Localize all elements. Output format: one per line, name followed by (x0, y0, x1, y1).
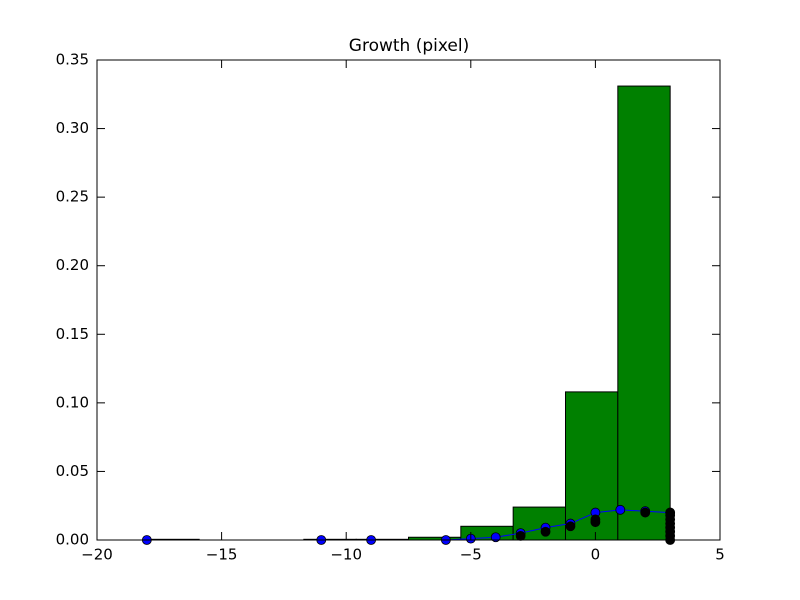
x-tick-label: 5 (715, 546, 725, 564)
y-tick-label: 0.25 (56, 188, 89, 206)
y-tick-label: 0.15 (56, 325, 89, 343)
point (665, 507, 676, 518)
chart-title: Growth (pixel) (349, 36, 469, 56)
x-tick-label: −10 (330, 546, 362, 564)
y-tick-label: 0.00 (56, 531, 89, 549)
y-tick-label: 0.35 (56, 51, 89, 69)
bar (617, 85, 671, 541)
plot-frame (96, 59, 721, 541)
y-tick-label: 0.20 (56, 256, 89, 274)
y-tick-label: 0.05 (56, 462, 89, 480)
point (565, 521, 576, 532)
x-tick-label: −15 (206, 546, 238, 564)
x-tick-label: 0 (591, 546, 601, 564)
x-tick-label: −20 (81, 546, 113, 564)
point (590, 514, 601, 525)
point (640, 507, 651, 518)
x-tick-label: −5 (460, 546, 482, 564)
point (540, 526, 551, 537)
y-tick-label: 0.30 (56, 119, 89, 137)
marker (615, 504, 626, 515)
y-tick-label: 0.10 (56, 393, 89, 411)
point (515, 530, 526, 541)
